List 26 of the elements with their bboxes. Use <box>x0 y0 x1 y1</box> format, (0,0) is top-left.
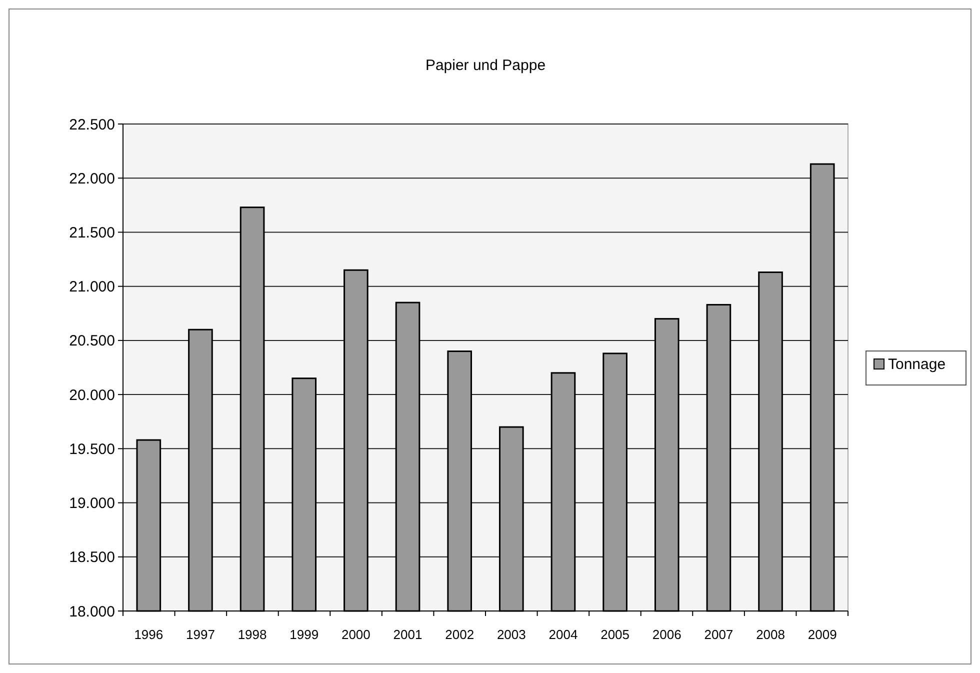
x-tick-label: 2003 <box>496 627 526 642</box>
y-tick-label: 21.000 <box>69 278 115 296</box>
legend-label: Tonnage <box>888 356 946 373</box>
x-tick-label: 2009 <box>808 627 837 642</box>
x-tick-label: 1997 <box>186 627 215 642</box>
x-tick-label: 2000 <box>341 627 370 642</box>
y-tick-label: 20.500 <box>69 332 115 350</box>
x-tick-label: 2007 <box>704 627 734 642</box>
x-tick-label: 1998 <box>238 627 267 642</box>
y-tick-label: 18.500 <box>69 549 115 566</box>
chart-title: Papier und Pappe <box>425 57 546 74</box>
x-tick-label: 1999 <box>290 627 319 642</box>
x-tick-label: 1996 <box>134 627 164 642</box>
y-tick-label: 19.500 <box>69 440 115 458</box>
y-tick-label: 20.000 <box>69 386 115 404</box>
x-tick-label: 2005 <box>600 627 630 642</box>
y-tick-label: 18.000 <box>69 603 115 620</box>
x-tick-label: 2004 <box>548 627 578 642</box>
x-tick-label: 2001 <box>393 627 422 642</box>
y-tick-label: 19.000 <box>69 495 115 512</box>
y-tick-label: 22.500 <box>69 116 115 134</box>
x-tick-label: 2008 <box>756 627 785 642</box>
y-tick-label: 22.000 <box>69 170 115 188</box>
x-tick-label: 2006 <box>652 627 682 642</box>
x-tick-label: 2002 <box>445 627 474 642</box>
y-tick-label: 21.500 <box>69 224 115 242</box>
